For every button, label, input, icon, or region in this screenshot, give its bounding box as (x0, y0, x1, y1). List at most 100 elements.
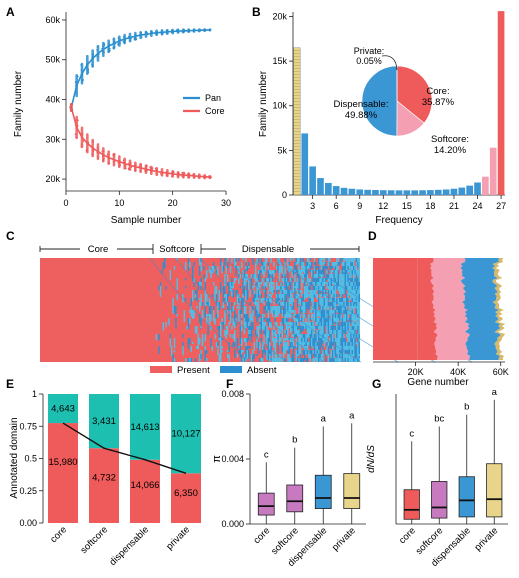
heatmap-cell (339, 274, 341, 278)
heatmap-cell (340, 354, 342, 357)
heatmap-cell (316, 346, 318, 351)
heatmap-cell (277, 286, 279, 291)
heatmap-cell (245, 346, 247, 357)
heatmap-cell (273, 330, 275, 333)
heatmap-cell (262, 278, 264, 283)
heatmap-cell (287, 270, 289, 276)
heatmap-cell (263, 298, 265, 301)
heatmap-cell (246, 338, 248, 343)
heatmap-cell (315, 346, 317, 350)
significance-letter: bc (434, 414, 444, 425)
heatmap-cell (325, 358, 327, 362)
data-point (154, 167, 157, 170)
heatmap-cell (228, 314, 230, 320)
heatmap-cell (320, 266, 323, 269)
bar (387, 190, 395, 195)
heatmap-cell (169, 270, 171, 280)
heatmap-cell (214, 290, 216, 302)
heatmap-cell (354, 358, 356, 362)
heatmap-cell (320, 330, 323, 334)
heatmap-cell (274, 318, 276, 324)
heatmap-cell (269, 270, 271, 277)
heatmap-cell (313, 338, 316, 344)
data-point (80, 64, 83, 66)
heatmap-cell (239, 326, 241, 335)
heatmap-cell (351, 290, 353, 295)
data-point (113, 46, 116, 48)
heatmap-cell (224, 274, 226, 284)
heatmap-cell (343, 346, 345, 349)
heatmap-cell (334, 358, 337, 362)
data-point (183, 172, 186, 174)
pie-dispensable-label: Dispensable: (334, 99, 389, 110)
heatmap-cell (312, 310, 314, 313)
heatmap-cell (318, 258, 320, 265)
heatmap-cell (262, 318, 264, 326)
heatmap-cell (358, 358, 360, 362)
heatmap-cell (239, 298, 241, 301)
heatmap-cell (242, 350, 244, 353)
heatmap-cell (231, 258, 233, 264)
heatmap-cell (297, 258, 299, 264)
segment-dispensable-label: Dispensable (242, 244, 294, 255)
data-point (113, 40, 116, 43)
heatmap-cell (284, 350, 286, 355)
heatmap-cell (340, 258, 342, 264)
heatmap-cell (301, 298, 303, 307)
heatmap-cell (217, 346, 219, 355)
heatmap-cell (291, 294, 293, 298)
heatmap-cell (182, 346, 184, 356)
heatmap-cell (353, 342, 355, 346)
heatmap-cell (333, 302, 335, 307)
heatmap-cell (290, 266, 292, 271)
heatmap-cell (236, 298, 239, 305)
heatmap-cell (291, 334, 293, 338)
heatmap-cell (327, 262, 330, 267)
heatmap-cell (308, 326, 310, 338)
heatmap-cell (169, 338, 171, 347)
softcore-band (430, 258, 471, 360)
heatmap-cell (263, 270, 265, 278)
y-tick-label: 0.000 (221, 519, 244, 529)
legend-absent-label: Absent (247, 365, 277, 376)
data-point (122, 159, 125, 162)
heatmap-cell (252, 350, 254, 356)
heatmap-cell (204, 290, 206, 296)
heatmap-cell (339, 330, 341, 337)
heatmap-cell (288, 326, 290, 329)
heatmap-cell (271, 334, 274, 338)
heatmap-cell (241, 306, 243, 316)
heatmap-cell (327, 270, 330, 274)
panel-f-letter: F (226, 377, 233, 391)
heatmap-cell (249, 346, 251, 349)
heatmap-cell (192, 266, 194, 274)
heatmap-cell (344, 266, 346, 272)
heatmap-cell (358, 270, 360, 278)
heatmap-cell (288, 262, 290, 265)
heatmap-cell (280, 310, 282, 314)
heatmap-cell (161, 270, 163, 274)
heatmap-cell (173, 266, 176, 271)
core-band (417, 258, 439, 360)
heatmap-cell (323, 266, 325, 271)
heatmap-cell (262, 358, 264, 362)
heatmap-cell (319, 318, 321, 323)
heatmap-cell (340, 358, 342, 362)
heatmap-cell (322, 354, 324, 360)
y-tick-label: 30k (45, 134, 60, 144)
heatmap-cell (323, 290, 325, 293)
heatmap-cell (332, 270, 334, 273)
data-point (129, 40, 132, 42)
x-tick-label: 15 (402, 201, 412, 211)
heatmap-cell (280, 334, 282, 337)
heatmap-cell (199, 258, 201, 266)
heatmap-cell (252, 286, 254, 290)
heatmap-cell (224, 330, 226, 337)
heatmap-cell (302, 266, 304, 272)
heatmap-cell (236, 266, 239, 269)
heatmap-cell (172, 302, 174, 314)
heatmap-cell (322, 302, 324, 308)
heatmap-cell (320, 294, 323, 297)
heatmap-cell (298, 326, 300, 329)
heatmap-cell (350, 330, 352, 334)
